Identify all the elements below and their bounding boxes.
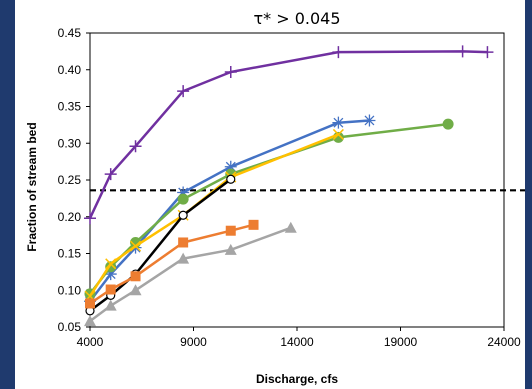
plot-area-border <box>89 32 505 328</box>
y-tick-label: 0.40 <box>58 63 82 77</box>
series-line <box>89 122 449 295</box>
data-point <box>363 114 376 127</box>
data-point <box>105 284 116 295</box>
y-tick-label: 0.15 <box>58 247 82 261</box>
data-point <box>104 268 117 281</box>
y-tick-label: 0.20 <box>58 210 82 224</box>
data-point <box>177 252 190 264</box>
data-point <box>224 65 237 78</box>
data-point <box>177 85 190 98</box>
data-point <box>284 221 297 233</box>
data-point <box>130 271 141 282</box>
data-point <box>224 160 237 173</box>
axes: 0.05 0.10 0.15 0.20 0.25 0.30 0.35 0.40 0.45 4000… <box>58 26 521 349</box>
data-point <box>104 168 117 181</box>
x-axis-label: Discharge, cfs <box>256 372 338 386</box>
y-axis-label: Fraction of stream bed <box>25 122 39 251</box>
data-point <box>224 243 237 255</box>
x-tick-label: 14000 <box>280 335 314 349</box>
series-layer <box>84 45 525 327</box>
data-point <box>332 116 345 129</box>
y-tick-label: 0.35 <box>58 100 82 114</box>
y-tick-label: 0.05 <box>58 320 82 334</box>
y-tick-label: 0.25 <box>58 173 82 187</box>
right-border-bar <box>525 0 532 389</box>
data-point <box>177 193 189 205</box>
x-tick-label: 24000 <box>487 335 521 349</box>
x-tick-label: 19000 <box>384 335 418 349</box>
chart-title: τ* > 0.045 <box>253 9 340 28</box>
data-point <box>332 46 345 59</box>
data-point <box>104 299 117 311</box>
data-point <box>248 219 259 230</box>
data-point <box>129 284 142 296</box>
data-point <box>481 46 494 59</box>
data-point <box>456 45 469 58</box>
y-tick-label: 0.10 <box>58 283 82 297</box>
data-point <box>84 212 96 225</box>
data-point <box>178 237 189 248</box>
data-point <box>84 315 96 327</box>
data-point <box>177 186 190 199</box>
data-point <box>178 210 188 220</box>
data-point <box>332 128 344 140</box>
data-point <box>129 140 142 153</box>
x-tick-label: 4000 <box>77 335 104 349</box>
data-point <box>105 258 117 270</box>
y-tick-label: 0.30 <box>58 136 82 150</box>
data-point <box>226 174 236 184</box>
y-tick-label: 0.45 <box>58 26 82 40</box>
series-line <box>88 50 488 219</box>
data-point <box>442 118 454 130</box>
data-point <box>85 298 95 309</box>
series-line <box>88 133 339 297</box>
left-border-bar <box>0 0 15 389</box>
x-tick-label: 9000 <box>180 335 207 349</box>
data-point <box>130 240 142 252</box>
data-point <box>225 225 236 236</box>
